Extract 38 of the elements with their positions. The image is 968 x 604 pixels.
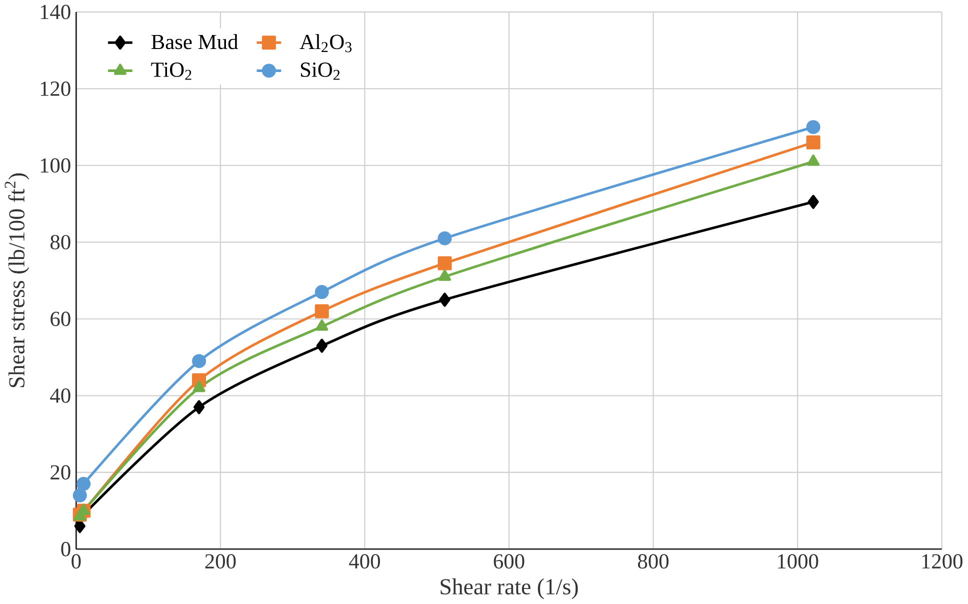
point [316,320,328,331]
y-tick-label: 0 [61,542,70,556]
x-tick-label: 1200 [922,554,962,569]
point [807,154,820,166]
x-tick-label: 0 [72,554,81,569]
y-tick-label: 80 [50,234,70,250]
legend-label: SiO$_{2}$ [300,62,340,80]
point [438,256,452,270]
point [193,400,205,414]
point [192,354,206,368]
y-tick-label: 120 [40,82,70,96]
point [808,194,819,209]
y-tick-label: 40 [50,388,70,403]
y-tick-label: 60 [50,312,70,326]
x-tick-label: 800 [638,554,669,569]
y-tick-label: 140 [40,4,70,20]
x-axis-title: Shear rate (1/s) [440,578,578,600]
y-tick-label: 20 [50,465,70,480]
point [316,338,328,353]
legend-label: Al$_{2}$O$_{3}$ [300,34,352,52]
point [806,135,820,150]
legend-label: TiO$_{2}$ [151,62,192,80]
x-tick-label: 600 [494,554,524,569]
x-tick-label: 200 [205,554,236,569]
legend-label: Base Mud [151,34,238,50]
point [314,304,329,318]
point [314,285,329,300]
x-tick-label: 1000 [778,554,818,569]
point [192,381,206,392]
x-tick-label: 400 [349,554,380,569]
point [72,488,87,502]
y-tick-label: 100 [40,158,70,173]
y-axis-title: Shear stress (lb/100 ft$^{2}$) [4,173,30,388]
point [439,292,450,307]
point [76,476,91,491]
point [438,270,451,281]
point [438,231,452,246]
point [806,120,820,134]
